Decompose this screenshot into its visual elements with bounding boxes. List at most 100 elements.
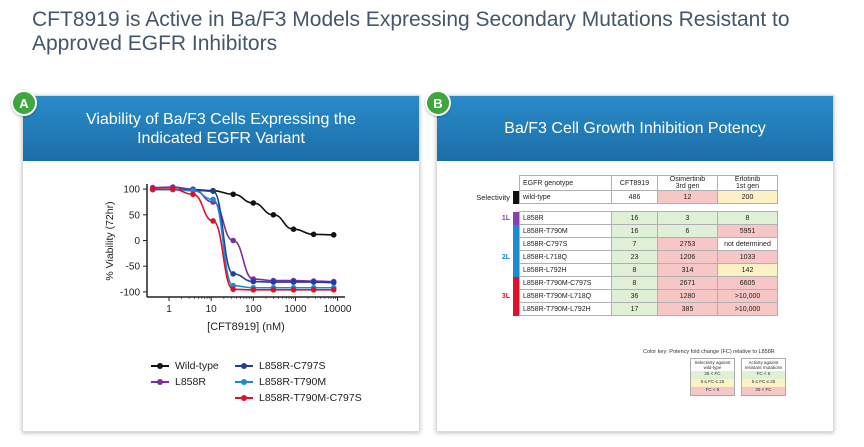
panel-a-viability: A Viability of Ba/F3 Cells Expressing th… <box>11 90 421 434</box>
series-line <box>152 188 334 291</box>
genotype-cell: L858R-T790M-L718Q <box>519 289 612 303</box>
data-point <box>310 279 317 285</box>
data-point <box>230 271 236 277</box>
value-cell: 36 <box>611 289 658 303</box>
value-cell: 1206 <box>657 250 718 264</box>
color-key-selectivity-head: Selectivity against wild-type <box>694 360 731 370</box>
x-tick-label: 1 <box>166 304 172 315</box>
series-line <box>152 186 334 283</box>
value-cell: 5951 <box>717 224 778 238</box>
table-row: L858R-L792H 8 314 142 <box>469 263 778 277</box>
chart-legend: Wild-type L858R L858R-C797S L858R-T790M … <box>23 344 421 434</box>
panel-a-title: Viability of Ba/F3 Cells Expressing the … <box>23 96 419 161</box>
data-point <box>290 287 297 293</box>
data-point <box>290 279 297 285</box>
data-point <box>290 226 297 232</box>
header-genotype: EGFR genotype <box>519 175 612 191</box>
value-cell: 142 <box>717 263 778 277</box>
panel-b-badge: B <box>425 90 451 116</box>
value-cell: 1033 <box>717 250 778 264</box>
panel-a-badge: A <box>11 90 37 116</box>
page-title: CFT8919 is Active in Ba/F3 Models Expres… <box>32 8 790 55</box>
data-point <box>250 278 257 285</box>
genotype-cell: L858R-T790M-L792H <box>519 302 612 316</box>
header-osimertinib-gen: 3rd gen <box>675 183 700 190</box>
potency-table: EGFR genotype CFT8919 Osimertinib 3rd ge… <box>469 175 778 316</box>
legend-item-wild-type: Wild-type <box>151 360 219 372</box>
data-point <box>330 279 337 286</box>
color-key-item: FC < 5 <box>691 387 734 395</box>
table-row: 2L L858R-L718Q 23 1206 1033 <box>469 250 778 264</box>
legend-label: L858R-C797S <box>259 360 326 372</box>
data-point <box>190 191 196 198</box>
data-point <box>230 191 236 198</box>
data-point <box>330 287 337 293</box>
value-cell: 1280 <box>657 289 718 303</box>
data-point <box>270 279 277 285</box>
legend-item-l858r-t790m-c797s: L858R-T790M-C797S <box>235 392 362 404</box>
value-cell: not determined <box>717 237 778 251</box>
table-row: 3L L858R-T790M-L718Q 36 1280 >10,000 <box>469 289 778 303</box>
value-cell: 8 <box>717 211 778 225</box>
genotype-cell: L858R <box>519 211 612 225</box>
color-key-item: FC < 5 <box>742 371 785 379</box>
panel-b-title: Ba/F3 Cell Growth Inhibition Potency <box>437 96 833 161</box>
table-row: L858R-T790M-C797S 8 2671 6605 <box>469 276 778 290</box>
x-tick-label: 1000 <box>284 304 307 315</box>
color-key-item: 25 < FC <box>691 371 734 379</box>
table-spacer <box>469 204 778 212</box>
data-point <box>210 196 216 203</box>
genotype-cell: wild-type <box>519 190 612 204</box>
color-key-selectivity: Selectivity against wild-type 25 < FC 5 … <box>690 358 735 396</box>
legend-swatch <box>235 379 253 385</box>
x-tick-label: 10000 <box>324 304 352 315</box>
table-header-row: EGFR genotype CFT8919 Osimertinib 3rd ge… <box>469 175 778 191</box>
legend-swatch <box>235 363 253 369</box>
legend-swatch <box>235 395 253 401</box>
value-cell: 16 <box>611 211 658 225</box>
y-tick-label: 50 <box>129 210 141 221</box>
value-cell: 2671 <box>657 276 718 290</box>
group-label-3l: 3L <box>501 292 510 300</box>
header-erlotinib: Erlotinib 1st gen <box>717 175 778 191</box>
data-point <box>210 218 216 224</box>
data-point <box>210 188 216 194</box>
series-line <box>152 188 334 289</box>
group-label-2l: 2L <box>501 253 510 261</box>
color-key-resistance: Activity against resistant mutations FC … <box>741 358 786 396</box>
panel-b-potency: B Ba/F3 Cell Growth Inhibition Potency E… <box>425 90 834 432</box>
color-key-item: 5 ≤ FC ≤ 25 <box>691 379 734 387</box>
value-cell: 6605 <box>717 276 778 290</box>
genotype-cell: L858R-L792H <box>519 263 612 277</box>
value-cell: >10,000 <box>717 289 778 303</box>
genotype-cell: L858R-T790M <box>519 224 612 238</box>
value-cell: 3 <box>657 211 718 225</box>
x-axis-label: [CFT8919] (nM) <box>207 321 285 333</box>
legend-item-l858r-t790m: L858R-T790M <box>235 376 326 388</box>
selectivity-label: Selectivity <box>476 192 510 202</box>
data-point <box>270 287 277 293</box>
series-l858r-t790m <box>149 186 337 291</box>
value-cell: 17 <box>611 302 658 316</box>
color-key-item: 5 ≤ FC ≤ 25 <box>742 379 785 387</box>
y-tick-label: -100 <box>120 287 140 298</box>
value-cell: 314 <box>657 263 718 277</box>
value-cell: 12 <box>657 190 718 204</box>
x-tick-label: 100 <box>245 304 262 315</box>
series-line <box>152 188 334 236</box>
value-cell: 385 <box>657 302 718 316</box>
header-cft8919: CFT8919 <box>611 175 658 191</box>
genotype-cell: L858R-C797S <box>519 237 612 251</box>
series-l858r-t790m-c797s <box>149 186 337 293</box>
data-point <box>310 287 317 293</box>
color-key-resistance-head: Activity against resistant mutations <box>744 360 783 370</box>
viability-chart: 100 50 0 -50 -100 1 10 100 1000 10000 % Viability… <box>104 184 352 333</box>
genotype-cell: L858R-T790M-C797S <box>519 276 612 290</box>
value-cell: 486 <box>611 190 658 204</box>
y-tick-label: -50 <box>126 262 141 273</box>
data-point <box>230 286 236 293</box>
data-point <box>310 231 317 238</box>
value-cell: 200 <box>717 190 778 204</box>
legend-label: L858R-T790M-C797S <box>259 392 362 404</box>
table-row: L858R-T790M-L792H 17 385 >10,000 <box>469 302 778 316</box>
